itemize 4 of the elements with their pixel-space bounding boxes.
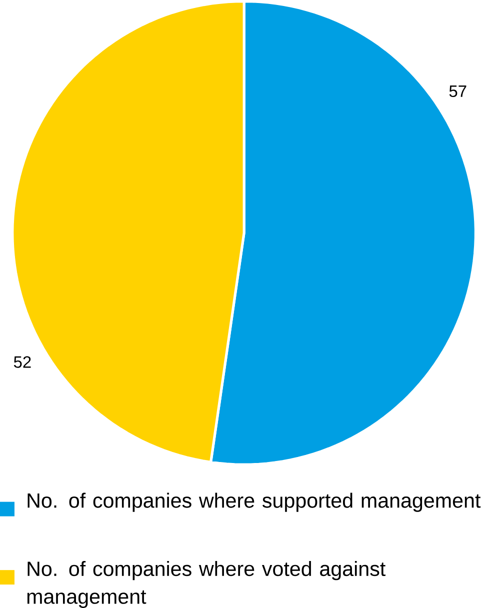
data-label: 52 bbox=[14, 356, 31, 368]
data-label: 57 bbox=[449, 86, 466, 98]
legend-label: No. of companies where supported management bbox=[28, 492, 481, 512]
legend-label: No. of companies where voted against management bbox=[27, 560, 386, 608]
